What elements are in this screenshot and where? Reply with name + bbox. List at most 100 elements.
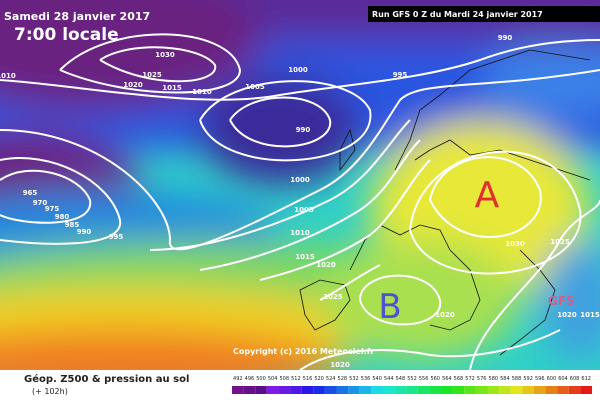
isobar-label: 1015: [162, 84, 182, 92]
scale-swatch: [510, 386, 523, 394]
scale-swatch: [475, 386, 488, 394]
isobar-label: 1010: [192, 88, 212, 96]
isobar-label: 1000: [288, 66, 308, 74]
scale-swatch: [336, 386, 349, 394]
scale-swatch: [429, 386, 442, 394]
run-banner: [368, 6, 600, 22]
isobar-label: 1005: [294, 206, 314, 214]
scale-swatch: [301, 386, 314, 394]
scale-label: 568: [454, 376, 464, 382]
isobar-label: 1025: [142, 71, 162, 79]
scale-swatch: [557, 386, 569, 394]
valid-date: Samedi 28 janvier 2017: [4, 10, 150, 23]
scale-swatch: [441, 386, 453, 394]
scale-label: 504: [268, 376, 278, 382]
isobar-label: 990: [498, 34, 513, 42]
scale-label: 520: [314, 376, 324, 382]
scale-label: 588: [512, 376, 522, 382]
scale-label: 500: [256, 376, 266, 382]
legend-panel: [0, 370, 600, 400]
isobar-label: 995: [109, 233, 124, 241]
scale-swatch: [522, 386, 534, 394]
isobar-label: 1020: [316, 261, 336, 269]
scale-label: 516: [303, 376, 313, 382]
scale-swatch: [266, 386, 279, 394]
isobar-label: 970: [33, 199, 48, 207]
scale-label: 584: [500, 376, 510, 382]
scale-label: 540: [372, 376, 382, 382]
high-pressure-label: A: [475, 175, 500, 216]
scale-swatch: [359, 386, 372, 394]
scale-label: 592: [523, 376, 533, 382]
scale-label: 492: [233, 376, 243, 382]
local-time: 7:00 locale: [14, 25, 119, 45]
scale-label: 612: [581, 376, 591, 382]
scale-label: 532: [349, 376, 359, 382]
scale-swatch: [324, 386, 337, 394]
scale-swatch: [394, 386, 407, 394]
scale-swatch: [545, 386, 558, 394]
low-pressure-label: B: [378, 287, 401, 327]
legend-title: Géop. Z500 & pression au sol: [24, 373, 189, 385]
isobar-label: 1030: [155, 51, 175, 59]
scale-swatch: [232, 386, 244, 394]
isobar-label: 975: [45, 205, 60, 213]
isobar-label: 1010: [290, 229, 310, 237]
scale-swatch: [382, 386, 395, 394]
scale-swatch: [255, 386, 267, 394]
scale-label: 544: [384, 376, 394, 382]
scale-swatch: [243, 386, 256, 394]
isobar-label: 1020: [123, 81, 143, 89]
isobar-label: 1015: [580, 311, 600, 319]
scale-label: 512: [291, 376, 301, 382]
scale-label: 560: [430, 376, 440, 382]
scale-label: 608: [570, 376, 580, 382]
scale-label: 604: [558, 376, 568, 382]
isobar-label: 980: [55, 213, 70, 221]
isobar-labels: 1030102510201015101010051000995990990101…: [0, 34, 600, 369]
scale-label: 596: [535, 376, 545, 382]
scale-swatch: [313, 386, 325, 394]
isobar-label: 1030: [505, 240, 525, 248]
scale-label: 600: [547, 376, 557, 382]
isobar-label: 1020: [557, 311, 577, 319]
isobar-label: 990: [296, 126, 311, 134]
run-info: Run GFS 0 Z du Mardi 24 janvier 2017: [372, 10, 543, 19]
color-scale: 492 496 500 504 508 512 516 520 524 528 532 536 540 5…: [232, 376, 592, 394]
scale-label: 524: [326, 376, 336, 382]
isobar-label: 965: [23, 189, 38, 197]
isobar-label: 990: [77, 228, 92, 236]
scale-label: 548: [396, 376, 406, 382]
isobar-label: 1015: [295, 253, 315, 261]
scale-swatch: [464, 386, 476, 394]
isobar-label: 1020: [330, 361, 350, 369]
scale-label: 496: [245, 376, 255, 382]
isobar-label: 1010: [0, 72, 16, 80]
scale-swatch: [580, 386, 592, 394]
scale-label: 580: [489, 376, 499, 382]
scale-swatch: [278, 386, 291, 394]
lead-time: (+ 102h): [32, 387, 68, 396]
scale-swatch: [371, 386, 383, 394]
scale-swatch: [348, 386, 360, 394]
copyright: Copyright (c) 2016 Meteociel.fr: [233, 347, 374, 356]
scale-swatch: [290, 386, 302, 394]
isobar-label: 1005: [245, 83, 265, 91]
isobar-label: 985: [65, 221, 80, 229]
isobar-label: 1000: [290, 176, 310, 184]
isobars: [0, 33, 600, 370]
scale-label: 536: [361, 376, 371, 382]
isobar-label: 1025: [550, 238, 570, 246]
model-mark: GFS: [548, 294, 575, 308]
isobar-label: 995: [393, 71, 408, 79]
scale-label: 508: [279, 376, 289, 382]
scale-swatch: [406, 386, 418, 394]
scale-label: 572: [465, 376, 475, 382]
scale-label: 564: [442, 376, 452, 382]
scale-label: 528: [338, 376, 348, 382]
isobar-label: 1020: [435, 311, 455, 319]
scale-label: 556: [419, 376, 429, 382]
scale-label: 552: [407, 376, 417, 382]
